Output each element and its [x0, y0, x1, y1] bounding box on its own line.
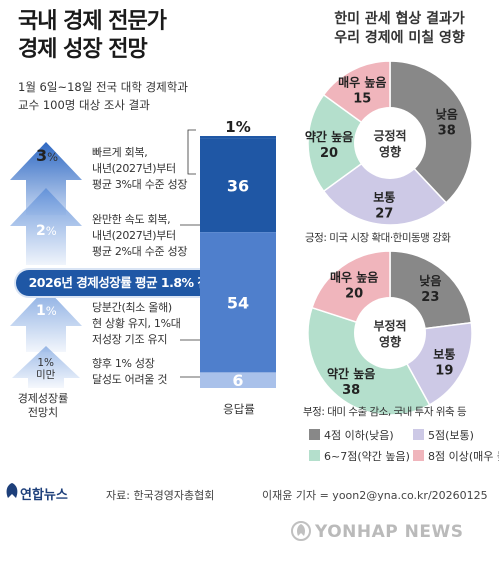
legend-label-slightly-high: 6~7점(약간 높음): [324, 450, 410, 463]
watermark-text: YONHAP NEWS: [315, 522, 464, 542]
pie-slice-value-2: 38: [342, 383, 360, 398]
pie-slice-value-3: 15: [353, 92, 371, 107]
legend-swatch-very-high: [413, 450, 424, 461]
level-label-under-1pct: 1% 미만: [36, 357, 55, 381]
legend-swatch-normal: [413, 429, 424, 440]
level-label-2pct: 2%: [36, 224, 57, 239]
legend-label-low: 4점 이하(낮음): [324, 429, 394, 442]
pie-slice-1: [322, 142, 448, 226]
pie-slice-label-1: 보통: [433, 347, 455, 362]
level-3pct-value: 3: [36, 146, 48, 165]
title-line-2: 경제 성장 전망: [18, 37, 148, 62]
yonhap-logo-text: 연합뉴스: [20, 488, 68, 503]
pie-slice-label-3: 매우 높음: [330, 270, 378, 285]
arrow-segment-2pct: [10, 188, 82, 265]
watermark-logo-icon: [291, 521, 311, 541]
legend-swatch-low: [309, 429, 320, 440]
right-panel-title: 한미 관세 협상 결과가 우리 경제에 미칠 영향: [300, 10, 499, 48]
response-text-under-1pct: 향후 1% 성장 달성도 어려울 것: [92, 357, 168, 386]
subtitle: 1월 6일~18일 전국 대학 경제학과 교수 100명 대상 조사 결과: [18, 78, 188, 114]
bar-top-value-label: 1%: [225, 118, 251, 136]
level-under-1pct-suffix: 미만: [36, 369, 56, 381]
pie-center-label: 영향: [379, 334, 401, 349]
level-label-3pct: 3%: [36, 148, 58, 165]
legend-item-very-high: 8점 이상(매우 높음): [413, 448, 499, 464]
response-text-2pct: 완만한 속도 회복, 내년(2027년)부터 평균 2%대 수준 성장: [92, 213, 188, 258]
bar-x-label: 응답률: [223, 402, 255, 416]
pie-center-label: 긍정적: [373, 128, 406, 143]
pie-slice-label-2: 약간 높음: [327, 366, 375, 381]
bar-segment-2pct: [200, 138, 276, 233]
level-1pct-value: 1: [36, 303, 46, 319]
pie-slice-value-0: 23: [421, 290, 439, 305]
right-title-line-1: 한미 관세 협상 결과가: [334, 11, 465, 27]
level-2pct-unit: %: [45, 224, 57, 238]
arrow-segment-3pct: [10, 142, 82, 215]
level-under-1pct-unit: %: [44, 357, 54, 369]
forecast-banner: 2026년 경제성장률 평균 1.8% 전망: [16, 270, 232, 296]
pie-slice-label-0: 낮음: [419, 273, 441, 288]
right-title-line-2: 우리 경제에 미칠 영향: [334, 30, 465, 46]
pie-slice-value-0: 38: [438, 124, 456, 139]
axis-label: 경제성장률 전망치: [8, 392, 78, 420]
response-text-3pct: 빠르게 회복, 내년(2027년)부터 평균 3%대 수준 성장: [92, 146, 188, 191]
subtitle-line-1: 1월 6일~18일 전국 대학 경제학과: [18, 80, 188, 94]
level-label-1pct: 1%: [36, 304, 57, 319]
legend-item-slightly-high: 6~7점(약간 높음): [309, 448, 413, 464]
pie-slice-value-3: 20: [345, 287, 363, 302]
footer-source: 자료: 한국경영자총협회: [106, 489, 215, 502]
pie-slice-value-1: 19: [435, 364, 453, 379]
level-under-1pct-value: 1: [37, 357, 45, 369]
level-2pct-value: 2: [36, 223, 46, 239]
page-title: 국내 경제 전문가 경제 성장 전망: [18, 8, 167, 64]
pie-slice-value-2: 20: [320, 146, 338, 161]
axis-label-line-2: 전망치: [27, 406, 59, 419]
pie-slice-label-0: 낮음: [436, 107, 458, 122]
bar-segment-under-1pct: [200, 372, 276, 388]
pie-slice-2: [307, 93, 392, 193]
pie-slice-label-2: 약간 높음: [305, 129, 353, 144]
bar-segment-3pct: [200, 136, 276, 139]
bar-segment-1pct-label: 54: [227, 293, 249, 312]
pie-slice-label-3: 매우 높음: [338, 75, 386, 90]
legend-item-normal: 5점(보통): [413, 427, 499, 443]
stacked-bar-chart: 36 54 6: [200, 136, 276, 388]
legend-label-very-high: 8점 이상(매우 높음): [428, 450, 499, 463]
axis-label-line-1: 경제성장률: [17, 392, 69, 405]
pie-slice-label-1: 보통: [373, 190, 395, 205]
arrow-segment-1pct: [10, 288, 82, 352]
footer-credit: 이재윤 기자 = yoon2@yna.co.kr/20260125: [262, 489, 488, 502]
subtitle-line-2: 교수 100명 대상 조사 결과: [18, 98, 150, 112]
pie-center-label: 영향: [379, 144, 401, 159]
response-text-1pct: 당분간(최소 올해) 현 상황 유지, 1%대 저성장 기조 유지: [92, 301, 181, 346]
legend-label-normal: 5점(보통): [428, 429, 474, 442]
pie-slice-value-1: 27: [375, 207, 393, 222]
title-line-1: 국내 경제 전문가: [18, 9, 167, 34]
pie-center-label: 부정적: [373, 318, 406, 333]
pie-center-hole: [354, 107, 426, 179]
bar-segment-1pct: [200, 232, 276, 373]
negative-note: 부정: 대미 수출 감소, 국내 투자 위축 등: [303, 406, 467, 418]
legend-swatch-slightly-high: [309, 450, 320, 461]
yonhap-logo-icon: [6, 483, 18, 498]
legend-item-low: 4점 이하(낮음): [309, 427, 413, 443]
level-1pct-unit: %: [45, 304, 57, 318]
pie-slice-0: [389, 60, 473, 204]
pie-center-hole: [354, 297, 426, 369]
level-3pct-unit: %: [47, 150, 59, 164]
arrow-segment-under-1pct: [12, 346, 80, 388]
bar-segment-under-1pct-label: 6: [232, 371, 243, 388]
positive-note: 긍정: 미국 시장 확대·한미동맹 강화: [305, 232, 451, 244]
bar-segment-2pct-label: 36: [227, 176, 249, 195]
leader-line-3pct: [187, 129, 196, 175]
pie-legend: 4점 이하(낮음) 5점(보통) 6~7점(약간 높음) 8점 이상(매우 높음…: [309, 427, 499, 464]
